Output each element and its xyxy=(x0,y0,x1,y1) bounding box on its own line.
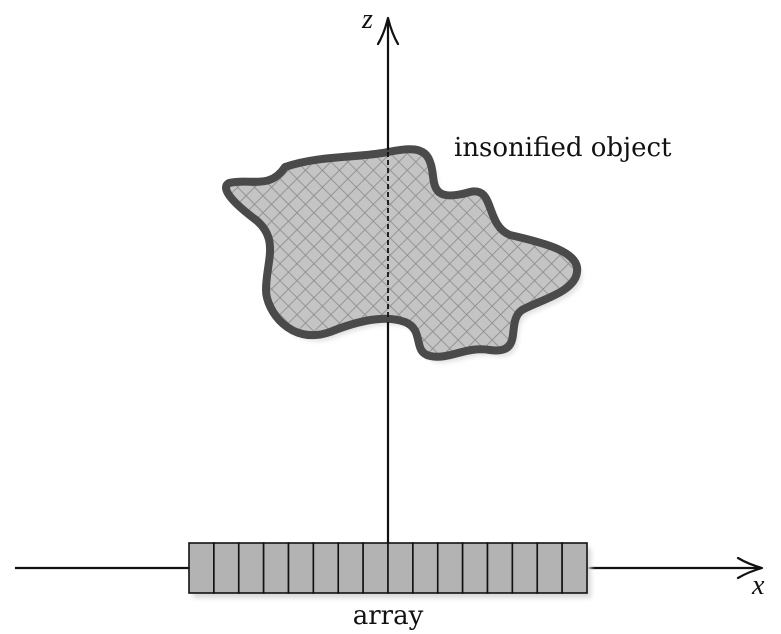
array-element xyxy=(237,542,265,594)
array-element xyxy=(536,542,563,594)
array-element xyxy=(412,542,439,594)
insonified-object-shape xyxy=(222,145,582,361)
z-axis-label: z xyxy=(361,4,373,35)
transducer-array xyxy=(188,542,588,594)
x-axis-label: x xyxy=(751,570,765,601)
array-element xyxy=(188,542,215,594)
array-element xyxy=(561,542,588,594)
array-element xyxy=(362,542,389,594)
insonified-object-label: insonified object xyxy=(454,133,672,163)
array-element xyxy=(312,542,340,594)
array-element xyxy=(486,542,514,594)
array-label: array xyxy=(353,601,424,631)
z-axis-arrowhead xyxy=(376,16,400,46)
array-element xyxy=(461,542,489,594)
array-element xyxy=(337,542,364,594)
array-element xyxy=(436,542,464,594)
array-element xyxy=(511,542,539,594)
array-element xyxy=(287,542,315,594)
x-axis-arrowhead xyxy=(736,556,764,580)
array-element xyxy=(387,542,414,594)
array-element xyxy=(213,542,240,594)
array-element xyxy=(262,542,290,594)
